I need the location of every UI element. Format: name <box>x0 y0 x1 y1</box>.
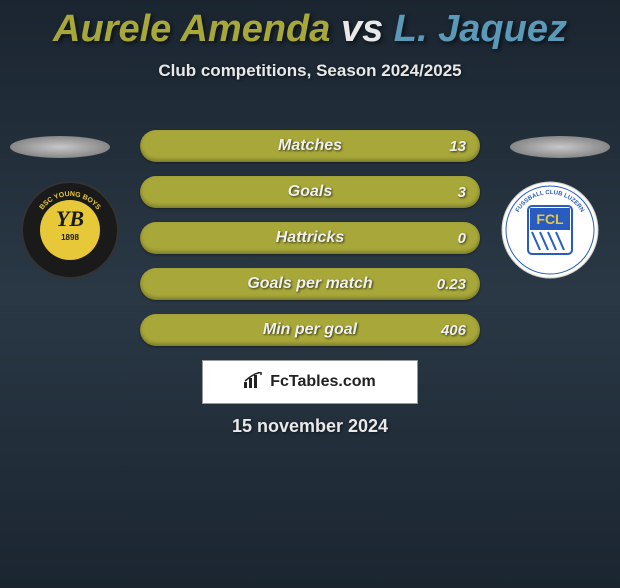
stat-label: Matches <box>140 137 480 155</box>
stat-label: Goals <box>140 183 480 201</box>
stat-row: Min per goal406 <box>140 314 480 346</box>
stat-value: 3 <box>458 184 466 201</box>
svg-text:YB: YB <box>56 206 84 231</box>
comparison-title: Aurele Amenda vs L. Jaquez <box>0 8 620 51</box>
svg-text:FCL: FCL <box>536 211 564 227</box>
stat-row: Matches13 <box>140 130 480 162</box>
right-platform <box>510 136 610 158</box>
stats-container: Matches13 Goals3 Hattricks0 Goals per match… <box>140 130 480 360</box>
vs-text: vs <box>341 8 383 50</box>
stat-row: Hattricks0 <box>140 222 480 254</box>
site-attribution: FcTables.com <box>202 360 418 404</box>
stat-row: Goals3 <box>140 176 480 208</box>
stat-row: Goals per match0.23 <box>140 268 480 300</box>
stat-label: Goals per match <box>140 275 480 293</box>
right-team-badge: FCL FUSSBALL CLUB LUZERN <box>500 180 600 280</box>
player1-name: Aurele Amenda <box>53 8 330 50</box>
stat-value: 0.23 <box>437 276 466 293</box>
stat-label: Hattricks <box>140 229 480 247</box>
svg-text:1898: 1898 <box>61 233 79 242</box>
subtitle: Club competitions, Season 2024/2025 <box>0 61 620 81</box>
date: 15 november 2024 <box>0 416 620 437</box>
chart-icon <box>244 372 264 393</box>
left-team-badge: YB 1898 BSC YOUNG BOYS <box>20 180 120 280</box>
player2-name: L. Jaquez <box>394 8 567 50</box>
stat-value: 0 <box>458 230 466 247</box>
site-name: FcTables.com <box>270 373 376 391</box>
stat-value: 406 <box>441 322 466 339</box>
stat-value: 13 <box>449 138 466 155</box>
left-platform <box>10 136 110 158</box>
stat-label: Min per goal <box>140 321 480 339</box>
